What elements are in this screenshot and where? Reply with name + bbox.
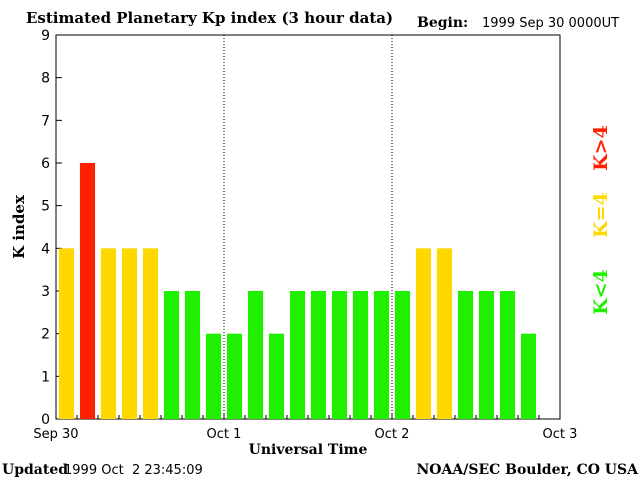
y-tick-label: 4 [41,241,50,257]
x-tick-label: Sep 30 [33,427,78,442]
begin-label: Begin: [417,15,468,31]
updated-label: Updated [2,462,68,478]
x-tick-label: Oct 3 [543,427,578,442]
kp-bar [121,248,138,419]
chart-title: Estimated Planetary Kp index (3 hour dat… [26,9,393,27]
begin-value: 1999 Sep 30 0000UT [482,16,619,31]
kp-bar [394,291,411,419]
x-tick-label: Oct 1 [207,427,242,442]
kp-bar [352,291,369,419]
legend-mid-label: K=4 [590,192,612,238]
x-axis-label: Universal Time [249,442,368,458]
kp-bar [478,291,495,419]
kp-bar [268,333,285,419]
legend-low-label: K<4 [590,269,612,315]
x-tick-label: Oct 2 [375,427,410,442]
kp-bar [520,333,537,419]
kp-bar [373,291,390,419]
plot-area: 0 1 2 3 4 5 6 7 8 9 Sep 30 Oct 1 Oct 2 Oct 3 [33,28,577,442]
y-tick-label: 6 [41,156,50,172]
y-tick-label: 3 [41,284,50,300]
kp-bar [205,333,222,419]
kp-bar [331,291,348,419]
kp-bar [100,248,117,419]
y-axis-label: K index [10,194,28,259]
y-tick-label: 9 [41,28,50,44]
kp-bar [142,248,159,419]
kp-bar [247,291,264,419]
credit-text: NOAA/SEC Boulder, CO USA [417,462,640,478]
kp-bar [226,333,243,419]
y-tick-label: 2 [41,327,50,343]
y-tick-label: 7 [41,113,50,129]
kp-bar [163,291,180,419]
kp-bar [436,248,453,419]
y-tick-label: 5 [41,199,50,215]
y-tick-label: 0 [41,412,50,428]
kp-bar [184,291,201,419]
kp-bar [289,291,306,419]
legend-high-label: K>4 [590,125,612,171]
kp-bar [310,291,327,419]
kp-bar [415,248,432,419]
kp-bar [58,248,75,419]
kp-bar [499,291,516,419]
y-tick-label: 1 [41,369,50,385]
kp-bar [79,163,96,419]
y-tick-label: 8 [41,71,50,87]
updated-value: 1999 Oct 2 23:45:09 [64,463,203,478]
kp-bar [457,291,474,419]
